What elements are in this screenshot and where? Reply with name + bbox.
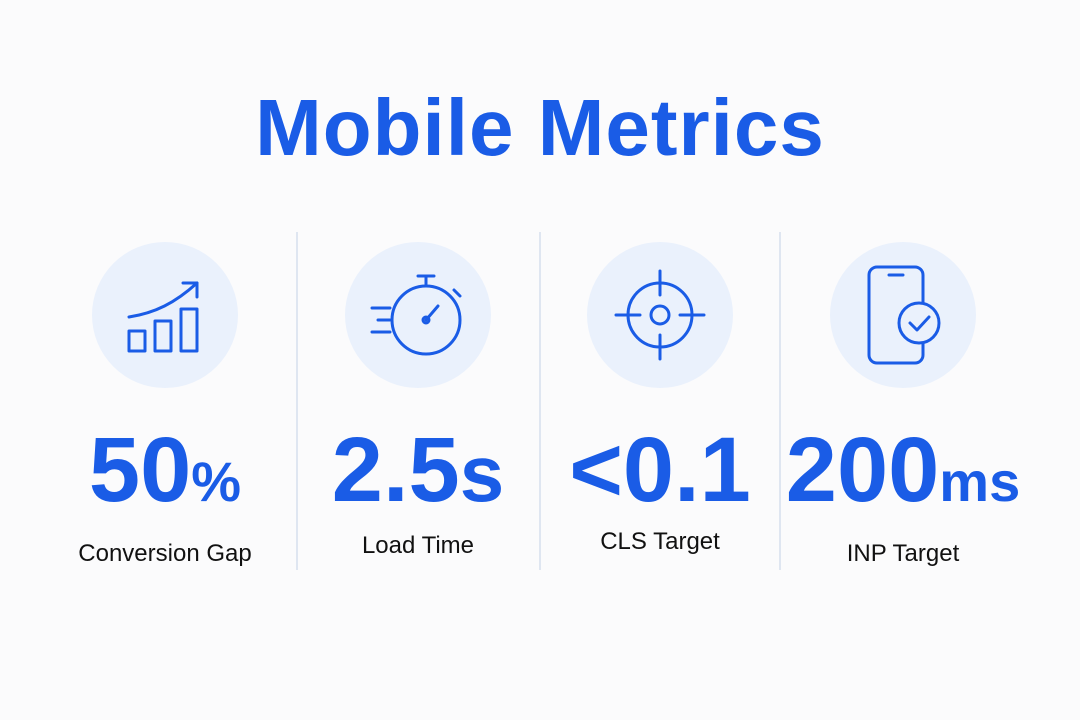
metric-value: 200ms — [783, 424, 1023, 528]
divider — [779, 232, 781, 570]
metric-card: 200ms INP Target — [783, 240, 1023, 568]
value-unit: % — [191, 450, 242, 513]
stopwatch-icon — [370, 274, 462, 356]
value-number: 50 — [88, 419, 192, 521]
metric-value: <0.1 — [540, 424, 780, 516]
value-number: 200 — [785, 419, 940, 521]
value-number: <0.1 — [569, 419, 751, 521]
metric-card: <0.1 CLS Target — [540, 240, 780, 556]
phone-check-icon — [867, 265, 941, 365]
metric-label: Conversion Gap — [78, 540, 252, 567]
divider — [296, 232, 298, 570]
icon-circle — [92, 242, 238, 388]
metric-value: 50% — [45, 424, 285, 528]
metric-card: 50% Conversion Gap — [45, 240, 285, 568]
metric-label: Load Time — [361, 532, 475, 559]
metric-label: INP Target — [846, 540, 960, 567]
value-unit: s — [459, 429, 505, 518]
icon-circle — [830, 242, 976, 388]
metric-value: 2.5s — [298, 424, 538, 520]
icon-circle — [345, 242, 491, 388]
page-title: Mobile Metrics — [255, 83, 825, 172]
metric-card: 2.5s Load Time — [298, 240, 538, 560]
value-unit: ms — [939, 450, 1021, 513]
value-number: 2.5 — [331, 419, 460, 521]
target-icon — [614, 269, 706, 361]
growth-icon — [127, 281, 199, 353]
divider — [539, 232, 541, 570]
icon-circle — [587, 242, 733, 388]
metric-label: CLS Target — [600, 528, 720, 555]
